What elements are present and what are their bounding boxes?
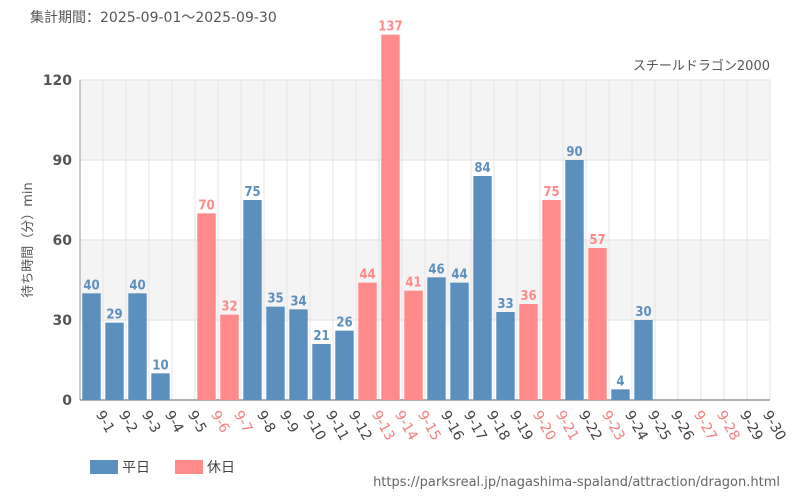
x-tick-label: 9-26 xyxy=(667,408,697,444)
x-tick-label: 9-23 xyxy=(598,408,628,444)
bar xyxy=(519,304,538,400)
x-tick-label: 9-24 xyxy=(621,408,651,444)
chart-subtitle: スチールドラゴン2000 xyxy=(633,58,770,74)
x-tick-label: 9-29 xyxy=(736,408,766,444)
bar xyxy=(82,293,101,400)
bar xyxy=(634,320,653,400)
bar xyxy=(381,34,400,401)
value-label: 40 xyxy=(129,278,145,293)
x-tick-label: 9-30 xyxy=(759,408,789,444)
value-label: 33 xyxy=(497,297,513,312)
x-tick-label: 9-4 xyxy=(161,408,186,436)
bar xyxy=(243,200,262,400)
value-label: 21 xyxy=(313,329,329,344)
value-label: 40 xyxy=(83,278,99,293)
bar xyxy=(450,282,469,400)
bar xyxy=(496,312,515,400)
x-tick-label: 9-28 xyxy=(713,408,743,444)
x-tick-label: 9-2 xyxy=(115,408,140,436)
x-tick-label: 9-25 xyxy=(644,408,674,444)
value-label: 4 xyxy=(616,374,624,389)
bar xyxy=(289,309,308,400)
y-axis-label: 待ち時間（分）min xyxy=(21,182,36,298)
x-tick-label: 9-18 xyxy=(483,408,513,444)
x-tick-label: 9-8 xyxy=(253,408,278,436)
x-tick-label: 9-21 xyxy=(552,408,582,444)
bar xyxy=(312,344,331,400)
x-tick-label: 9-9 xyxy=(276,408,301,436)
value-label: 75 xyxy=(543,185,559,200)
x-tick-label: 9-6 xyxy=(207,408,232,436)
x-tick-label: 9-14 xyxy=(391,408,421,444)
legend-label: 平日 xyxy=(122,460,150,476)
x-tick-label: 9-15 xyxy=(414,408,444,444)
y-tick-label: 90 xyxy=(53,153,73,169)
y-tick-label: 60 xyxy=(53,233,73,249)
x-tick-label: 9-12 xyxy=(345,408,375,444)
value-label: 36 xyxy=(520,289,536,304)
x-tick-label: 9-3 xyxy=(138,408,163,436)
value-label: 137 xyxy=(378,20,402,35)
x-tick-label: 9-13 xyxy=(368,408,398,444)
value-label: 44 xyxy=(359,268,375,283)
bar xyxy=(404,290,423,400)
legend-label: 休日 xyxy=(207,460,235,476)
bar xyxy=(611,389,630,400)
x-tick-label: 9-7 xyxy=(230,408,255,436)
value-label: 26 xyxy=(336,316,352,331)
y-tick-label: 0 xyxy=(62,393,72,409)
x-tick-label: 9-5 xyxy=(184,408,209,436)
bar xyxy=(473,176,492,400)
y-tick-label: 120 xyxy=(43,73,72,89)
bar xyxy=(588,248,607,400)
value-label: 30 xyxy=(635,305,651,320)
value-label: 10 xyxy=(152,358,168,373)
value-label: 75 xyxy=(244,185,260,200)
bar xyxy=(105,322,124,400)
x-tick-label: 9-22 xyxy=(575,408,605,444)
value-label: 70 xyxy=(198,198,214,213)
value-label: 46 xyxy=(428,262,444,277)
value-label: 35 xyxy=(267,292,283,307)
value-label: 44 xyxy=(451,268,467,283)
bar xyxy=(335,330,354,400)
bar xyxy=(565,160,584,400)
legend-swatch xyxy=(175,460,203,474)
value-label: 32 xyxy=(221,300,237,315)
value-label: 34 xyxy=(290,294,306,309)
bar xyxy=(128,293,147,400)
bar xyxy=(151,373,170,400)
bar xyxy=(358,282,377,400)
bar xyxy=(220,314,239,400)
source-url: https://parksreal.jp/nagashima-spaland/a… xyxy=(373,475,780,490)
value-label: 29 xyxy=(106,308,122,323)
bar xyxy=(197,213,216,400)
value-label: 84 xyxy=(474,161,490,176)
x-tick-label: 9-16 xyxy=(437,408,467,444)
value-label: 57 xyxy=(589,233,605,248)
x-tick-label: 9-20 xyxy=(529,408,559,444)
x-tick-label: 9-17 xyxy=(460,408,490,444)
y-tick-label: 30 xyxy=(53,313,73,329)
chart-title: 集計期間：2025-09-01～2025-09-30 xyxy=(30,9,277,26)
x-tick-label: 9-1 xyxy=(92,408,117,436)
bar xyxy=(542,200,561,400)
bar xyxy=(266,306,285,400)
bar xyxy=(427,277,446,400)
x-tick-label: 9-10 xyxy=(299,408,329,444)
x-tick-label: 9-19 xyxy=(506,408,536,444)
legend-swatch xyxy=(90,460,118,474)
value-label: 41 xyxy=(405,276,421,291)
x-tick-label: 9-27 xyxy=(690,408,720,444)
value-label: 90 xyxy=(566,145,582,160)
x-tick-label: 9-11 xyxy=(322,408,352,444)
